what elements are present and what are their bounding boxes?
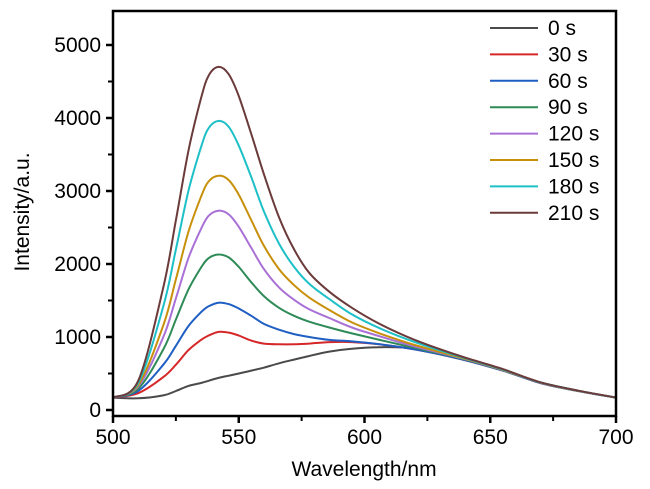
legend-label: 60 s (548, 70, 588, 93)
series-line-0s (112, 346, 617, 400)
axes (111, 9, 618, 418)
x-tick-label: 550 (221, 426, 256, 449)
series-line-120s (112, 209, 617, 399)
y-tick-label: 4000 (54, 107, 101, 130)
legend-label: 150 s (548, 149, 599, 172)
y-tick-label: 1000 (54, 326, 101, 349)
legend-label: 120 s (548, 123, 599, 146)
legend-label: 180 s (548, 175, 599, 198)
legend-label: 0 s (548, 17, 576, 40)
y-axis-title: Intensity/a.u. (11, 152, 34, 271)
series-lines (112, 65, 617, 400)
x-tick-label: 650 (473, 426, 508, 449)
y-tick-label: 3000 (54, 180, 101, 203)
series-line-210s (112, 65, 617, 399)
x-axis-title: Wavelength/nm (291, 458, 436, 481)
y-tick-label: 0 (89, 399, 101, 422)
y-ticks: 0 1000 2000 3000 4000 5000 (54, 34, 113, 422)
legend-label: 30 s (548, 43, 588, 66)
legend-label: 90 s (548, 96, 588, 119)
y-tick-label: 5000 (54, 34, 101, 57)
x-ticks: 500 550 600 650 700 (95, 416, 634, 449)
legend-label: 210 s (548, 202, 599, 225)
legend: 0 s 30 s 60 s 90 s 120 s 150 s 180 s 210 s (490, 17, 599, 225)
y-tick-label: 2000 (54, 253, 101, 276)
x-tick-label: 600 (347, 426, 382, 449)
x-tick-label: 700 (598, 426, 633, 449)
plot-frame (111, 9, 618, 418)
series-line-150s (112, 174, 617, 399)
x-tick-label: 500 (95, 426, 130, 449)
